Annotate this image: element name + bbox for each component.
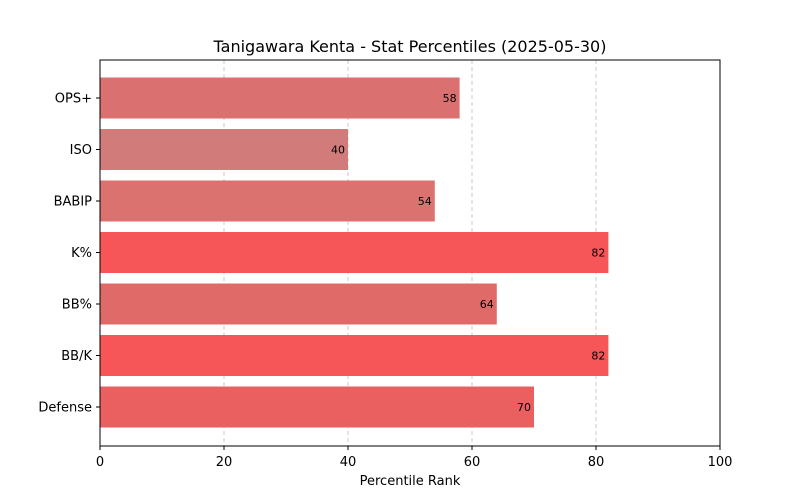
data-label-bb: 64 xyxy=(480,298,494,311)
x-axis-label: Percentile Rank xyxy=(360,474,461,489)
bar-bb-k xyxy=(100,335,609,376)
y-tick-label-k: K% xyxy=(71,246,92,261)
y-tick-label-bb-k: BB/K xyxy=(61,349,92,364)
data-label-babip: 54 xyxy=(418,195,432,208)
y-tick-label-ops: OPS+ xyxy=(55,92,92,107)
y-tick-label-defense: Defense xyxy=(38,401,92,416)
y-axis-ticks: OPS+ ISO BABIP K% BB% BB/K Defense xyxy=(38,92,100,416)
chart-title: Tanigawara Kenta - Stat Percentiles (202… xyxy=(213,37,607,56)
x-tick-label-20: 20 xyxy=(216,455,233,470)
x-tick-label-40: 40 xyxy=(340,455,357,470)
y-tick-label-iso: ISO xyxy=(70,143,92,158)
bar-iso xyxy=(100,129,348,170)
x-axis-ticks: 0 20 40 60 80 100 xyxy=(96,446,733,470)
x-tick-label-80: 80 xyxy=(588,455,605,470)
data-label-defense: 70 xyxy=(517,401,531,414)
bars-group xyxy=(100,77,609,428)
bar-bb xyxy=(100,283,497,325)
y-tick-label-babip: BABIP xyxy=(54,195,93,210)
bar-babip xyxy=(100,180,435,222)
bar-defense xyxy=(100,386,534,428)
bar-k xyxy=(100,232,609,273)
data-label-iso: 40 xyxy=(331,144,345,157)
x-tick-label-100: 100 xyxy=(708,455,733,470)
x-tick-label-60: 60 xyxy=(464,455,481,470)
y-tick-label-bb: BB% xyxy=(62,298,92,313)
data-labels-group: 58 40 54 82 64 82 70 xyxy=(331,92,605,414)
bar-ops xyxy=(100,77,460,119)
x-tick-label-0: 0 xyxy=(96,455,104,470)
data-label-bb-k: 82 xyxy=(591,350,605,363)
data-label-ops: 58 xyxy=(443,92,457,105)
data-label-k: 82 xyxy=(591,247,605,260)
